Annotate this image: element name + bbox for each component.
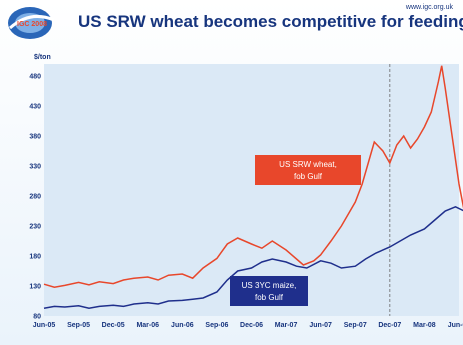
x-tick-label: Sep-07 bbox=[344, 322, 367, 329]
wheat-label-line2: fob Gulf bbox=[294, 172, 323, 181]
x-tick-label: Sep-05 bbox=[67, 322, 90, 329]
slide-title: US SRW wheat becomes competitive for fee… bbox=[78, 12, 463, 31]
x-tick-label: Mar-07 bbox=[275, 322, 298, 329]
x-tick-label: Dec-05 bbox=[102, 322, 125, 329]
wheat-legend-label: US SRW wheat, fob Gulf bbox=[255, 155, 361, 185]
x-tick-label: Jun-06 bbox=[171, 322, 194, 329]
wheat-label-line1: US SRW wheat, bbox=[279, 160, 337, 169]
y-tick-label: 480 bbox=[29, 74, 41, 81]
y-axis-label: $/ton bbox=[34, 54, 51, 61]
maize-label-line2: fob Gulf bbox=[255, 293, 284, 302]
y-axis-ticks: 80 130 180 230 280 330 380 430 480 bbox=[29, 74, 41, 321]
y-tick-label: 330 bbox=[29, 164, 41, 171]
igc-logo: IGC 2008 bbox=[8, 7, 55, 39]
y-tick-label: 280 bbox=[29, 194, 41, 201]
y-tick-label: 430 bbox=[29, 104, 41, 111]
source-url: www.igc.org.uk bbox=[405, 4, 453, 11]
maize-label-line1: US 3YC maize, bbox=[242, 281, 297, 290]
x-tick-label: Jun-05 bbox=[33, 322, 56, 329]
y-tick-label: 130 bbox=[29, 284, 41, 291]
x-tick-label: Jun-08 bbox=[448, 322, 463, 329]
x-tick-label: Mar-08 bbox=[413, 322, 436, 329]
series-line-maize bbox=[43, 205, 463, 309]
maize-legend-label: US 3YC maize, fob Gulf bbox=[230, 276, 308, 306]
y-tick-label: 230 bbox=[29, 224, 41, 231]
x-tick-label: Mar-06 bbox=[136, 322, 159, 329]
x-tick-label: Sep-06 bbox=[205, 322, 228, 329]
series-line-wheat bbox=[43, 65, 463, 288]
x-tick-label: Dec-06 bbox=[240, 322, 263, 329]
y-tick-label: 180 bbox=[29, 254, 41, 261]
y-tick-label: 80 bbox=[33, 314, 41, 321]
x-axis-ticks: Jun-05 Sep-05 Dec-05 Mar-06 Jun-06 Sep-06 Dec-… bbox=[33, 322, 463, 329]
y-tick-label: 380 bbox=[29, 134, 41, 141]
x-tick-label: Dec-07 bbox=[378, 322, 401, 329]
logo-text: IGC 2008 bbox=[17, 21, 47, 28]
x-tick-label: Jun-07 bbox=[309, 322, 332, 329]
